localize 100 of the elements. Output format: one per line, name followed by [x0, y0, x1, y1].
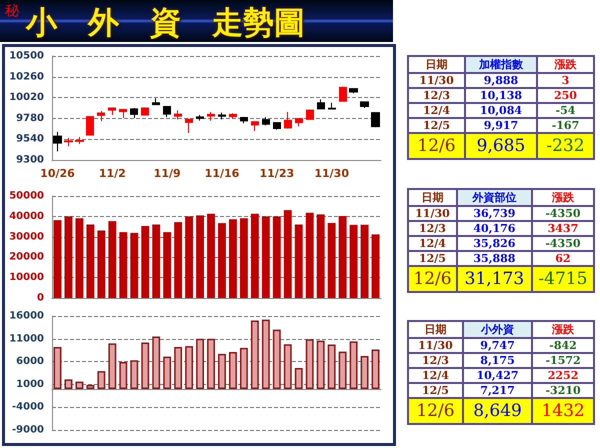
bar [272, 216, 281, 298]
bar [75, 382, 84, 389]
bar [141, 226, 150, 298]
category-label: 11/30 [419, 74, 454, 87]
x-tick-label: 11/23 [259, 167, 294, 180]
x-tick-label: 11/2 [98, 167, 126, 180]
y-tick-label: 50000 [9, 190, 44, 202]
x-tick-label: 11/16 [204, 167, 240, 180]
y-tick-label: 9540 [16, 134, 44, 145]
bar [338, 216, 347, 298]
bar [250, 214, 259, 298]
bar [108, 221, 116, 298]
candlestick [306, 109, 314, 120]
bar [196, 215, 204, 298]
bar [196, 338, 204, 389]
category-label: 12/3 [418, 222, 446, 235]
text: -4350 [545, 237, 581, 250]
y-tick-label: 11000 [9, 333, 44, 344]
bar [207, 214, 215, 298]
y-tick-label: -9000 [12, 424, 44, 436]
category-label: 12/6 [416, 401, 455, 421]
bar [250, 320, 259, 389]
y-tick-label: 30000 [9, 231, 44, 242]
bar [174, 222, 182, 298]
text: 9,685 [476, 136, 526, 156]
text: 250 [554, 89, 577, 102]
text: -3210 [545, 384, 581, 397]
candlestick [86, 116, 94, 136]
text: 8,175 [480, 354, 515, 367]
candlestick [64, 137, 73, 147]
category-label: 漲跌 [532, 189, 594, 206]
bar [97, 371, 106, 389]
bar [294, 368, 303, 389]
candlestick [75, 136, 84, 145]
bar [185, 216, 194, 298]
text: -4715 [538, 269, 588, 289]
text: 2252 [548, 369, 578, 382]
candlestick [185, 118, 193, 134]
candlestick [339, 86, 347, 102]
category-label: 12/4 [423, 104, 450, 117]
y-tick-label: 0 [37, 292, 44, 304]
candlestick [196, 114, 204, 122]
text: -4350 [545, 207, 581, 220]
candlestick [328, 102, 336, 110]
category-label: 小外資 [462, 321, 532, 338]
bar [218, 223, 226, 298]
bar [360, 224, 368, 298]
bar [75, 218, 84, 298]
y-tick-label: 10020 [9, 92, 44, 104]
text: 40,176 [473, 222, 516, 235]
text: 10,138 [480, 89, 522, 102]
text: 9,917 [484, 119, 518, 132]
category-label: 加權指數 [465, 56, 537, 73]
bar [119, 232, 128, 298]
category-label: 漲跌 [536, 56, 594, 73]
bar [360, 356, 368, 389]
y-tick-label: 20000 [9, 252, 44, 263]
candlestick [174, 110, 182, 120]
category-label: 12/4 [418, 237, 446, 250]
candlestick [349, 88, 358, 94]
candlestick [262, 116, 270, 126]
bar [338, 352, 347, 389]
y-tick-label: 9780 [16, 112, 44, 124]
text: 31,173 [464, 269, 524, 289]
candlestick [371, 112, 380, 128]
candlestick [229, 112, 237, 120]
candlestick [53, 131, 62, 152]
candlestick [317, 98, 325, 110]
text: 35,826 [473, 237, 516, 250]
y-tick-label: 40000 [9, 210, 44, 222]
bar [218, 354, 226, 389]
bar [86, 384, 94, 389]
text: 10,084 [480, 104, 522, 117]
x-tick-label: 11/30 [314, 167, 350, 180]
bar [316, 214, 325, 298]
candlestick [130, 108, 138, 119]
text: -167 [552, 119, 580, 132]
candlestick [97, 110, 105, 122]
candlestick [141, 106, 149, 116]
x-tick-label: 11/9 [154, 167, 181, 180]
bar [119, 362, 128, 389]
text: 1432 [541, 401, 585, 421]
text: -842 [549, 339, 577, 352]
bar [240, 218, 248, 298]
bar [262, 320, 270, 389]
candlestick [284, 111, 292, 129]
candlestick [119, 108, 127, 119]
category-label: 12/6 [413, 269, 452, 289]
bar [272, 330, 281, 389]
category-label: 日期 [408, 189, 457, 206]
bar [64, 379, 72, 389]
bar [163, 356, 172, 389]
y-tick-label: -4000 [12, 402, 44, 413]
bar [372, 350, 380, 389]
y-tick-label: 9300 [16, 154, 44, 166]
candlestick [251, 120, 259, 132]
candlestick [218, 112, 226, 120]
candlestick [360, 101, 369, 108]
bar [54, 220, 62, 298]
category-label: 12/5 [422, 384, 449, 397]
